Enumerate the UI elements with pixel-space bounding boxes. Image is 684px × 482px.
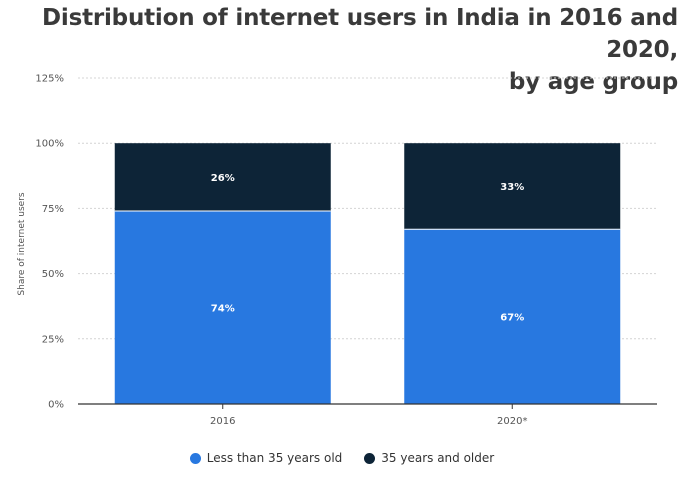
y-tick-label-0: 0% [48,400,64,411]
axes: 0% 25% 50% 75% 100% 125% Share of internet use… [17,74,657,427]
y-axis-title: Share of internet users [17,192,27,295]
x-tick-label-2016: 2016 [210,416,235,427]
bar-2020-series-1 [404,143,621,230]
y-tick-label-25: 25% [42,334,64,345]
data-label-2016-series-0: 74% [211,304,235,315]
data-label-2016-series-1: 26% [211,173,235,184]
bar-2016-series-1 [114,143,331,212]
legend: Less than 35 years old 35 years and olde… [0,451,684,465]
chart-title-line-1: Distribution of internet users in India … [42,5,678,63]
bars [114,143,621,404]
legend-label-35-and-older: 35 years and older [381,451,495,465]
y-tick-label-50: 50% [42,269,64,280]
data-labels: 74% 26% 67% 33% [211,173,524,324]
chart-title-line-2: by age group [508,69,678,95]
chart-title: Distribution of internet users in India … [6,2,678,98]
data-label-2020-series-1: 33% [500,182,524,193]
legend-swatch-under-35 [189,452,201,464]
legend-swatch-35-and-older [364,452,376,464]
legend-item-35-and-older[interactable]: 35 years and older [364,451,494,465]
data-label-2020-series-0: 67% [500,313,524,324]
x-tick-label-2020: 2020* [497,416,527,427]
bar-2020-series-0 [404,229,621,404]
y-tick-label-125: 125% [35,74,64,85]
y-tick-label-100: 100% [35,139,64,150]
legend-label-under-35: Less than 35 years old [206,451,343,465]
legend-item-under-35[interactable]: Less than 35 years old [189,451,343,465]
bar-2016-series-0 [114,211,331,404]
y-tick-label-75: 75% [42,204,64,215]
